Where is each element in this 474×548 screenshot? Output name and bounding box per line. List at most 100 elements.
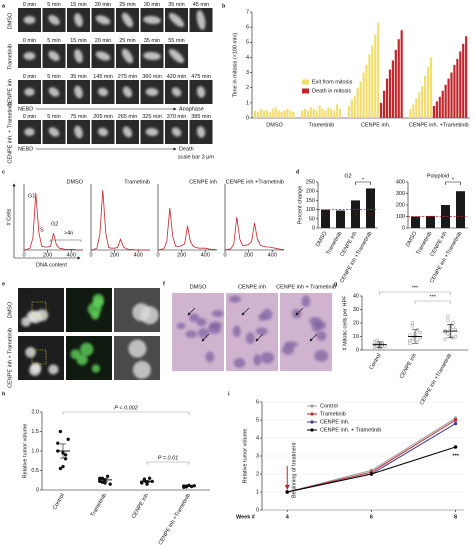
- panel-label: d: [296, 169, 299, 175]
- cell: [97, 87, 109, 97]
- error-bar: [186, 485, 192, 487]
- histogram-line: [90, 189, 150, 251]
- y-tick-label: 0: [36, 487, 39, 493]
- bar: [426, 66, 430, 118]
- column-label: CENPE inh + Trametinib: [276, 284, 336, 290]
- y-tick-label: 150: [306, 198, 315, 204]
- bar: [409, 108, 412, 118]
- y-tick-label: 1.0: [31, 448, 39, 454]
- x-tick-label: CENPE inh. +Trametinib: [409, 122, 469, 128]
- y-tick-label: 1: [256, 489, 259, 495]
- y-tick-label: 0: [402, 225, 405, 231]
- point: [98, 479, 102, 484]
- time-label: 0 min: [23, 2, 36, 8]
- panel-title: DMSO: [67, 179, 84, 185]
- bar: [292, 111, 295, 118]
- y-tick-label: 20: [353, 320, 359, 326]
- bar: [411, 216, 420, 228]
- bar: [362, 72, 365, 118]
- error-bar: [447, 324, 454, 339]
- point: [410, 323, 415, 328]
- time-label: 35 min: [168, 2, 185, 8]
- cell: [95, 15, 111, 25]
- bar: [333, 110, 336, 118]
- cell: [196, 86, 206, 98]
- point: [408, 341, 412, 345]
- bar: [280, 111, 283, 118]
- point: [285, 490, 289, 494]
- x-tick-label: Trametinib: [309, 122, 335, 128]
- error-bar: [412, 329, 418, 344]
- bar: [444, 84, 447, 118]
- cell: [87, 302, 102, 316]
- y-tick-label: 0: [356, 347, 359, 353]
- time-label: 145 min: [93, 74, 113, 80]
- bar: [429, 57, 433, 118]
- y-tick-label: 5: [256, 417, 259, 423]
- nucleus: [196, 317, 207, 327]
- bracket: [379, 291, 451, 295]
- bar: [274, 107, 277, 118]
- x-tick-label: Control: [369, 353, 383, 371]
- cell: [74, 13, 83, 27]
- cell: [70, 349, 81, 360]
- pointer-arrow: [201, 333, 210, 342]
- error-bar: [144, 479, 150, 483]
- cell: [145, 87, 159, 97]
- y-axis-label: Relative tumor volume: [242, 429, 248, 484]
- bar: [400, 30, 403, 118]
- time-label: 325 min: [142, 114, 162, 120]
- time-label: 5 min: [47, 74, 60, 80]
- nucleus: [260, 352, 275, 364]
- time-label: 35 min: [144, 38, 161, 44]
- chart-title: G2: [344, 173, 351, 179]
- point: [103, 481, 107, 485]
- bar: [456, 58, 459, 118]
- nucleus: [176, 322, 186, 330]
- histogram-line: [157, 207, 218, 251]
- cell: [95, 51, 111, 61]
- cell: [48, 50, 60, 62]
- x-tick-label: 400: [134, 252, 143, 258]
- bar: [365, 65, 368, 118]
- phase-label: S: [40, 227, 44, 233]
- bar: [421, 86, 424, 118]
- legend-label: Control: [320, 403, 338, 409]
- bar: [277, 110, 280, 118]
- bar: [306, 110, 309, 118]
- nucleus: [316, 331, 327, 341]
- bar: [339, 108, 342, 118]
- y-tick-label: 3: [256, 453, 259, 459]
- bar: [465, 36, 468, 118]
- point: [453, 445, 458, 449]
- nucleus: [232, 325, 241, 338]
- time-label: 420 min: [167, 74, 187, 80]
- point: [451, 325, 455, 329]
- bar: [391, 60, 394, 118]
- channel-label: Tubulin: [68, 290, 86, 296]
- bar: [356, 87, 359, 118]
- point: [410, 321, 415, 325]
- y-axis-label: Time in mitosis (×100 min): [232, 33, 238, 98]
- x-tick-label: 200: [244, 252, 253, 258]
- error-bar: [376, 341, 383, 348]
- y-tick-label: 400: [396, 179, 405, 185]
- cell: [74, 125, 83, 139]
- nucleus: [262, 308, 273, 321]
- bracket: [62, 411, 190, 415]
- x-tick-label: 0: [89, 252, 92, 258]
- x-tick-label: 0: [223, 252, 226, 258]
- bracket: [355, 181, 371, 185]
- x-tick-label: 8: [454, 514, 457, 520]
- event-label: Death: [179, 146, 194, 152]
- cell: [169, 13, 184, 27]
- bar: [256, 111, 260, 118]
- bar: [327, 107, 330, 118]
- panel-label: c: [2, 169, 5, 175]
- y-tick-label: 200: [396, 202, 405, 208]
- time-label: 5 min: [47, 2, 60, 8]
- zoom-box: [31, 301, 47, 317]
- column-label: DMSO: [190, 284, 207, 290]
- point: [408, 338, 412, 343]
- annotation: Beginning of treatment: [292, 442, 298, 498]
